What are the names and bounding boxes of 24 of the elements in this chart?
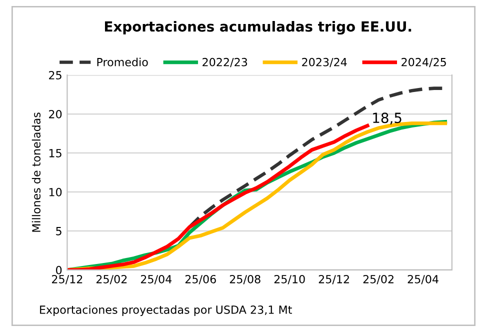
y-tick-label: 25 <box>49 71 62 80</box>
x-tick-label: 25/10 <box>274 274 305 284</box>
annotation: 18,5 <box>373 112 402 125</box>
legend-label: Promedio <box>97 58 148 66</box>
line-series <box>67 124 370 270</box>
legend-label: 2023/24 <box>302 58 347 68</box>
y-tick-label: 15 <box>49 149 62 158</box>
y-axis-title: Millones de toneladas <box>32 112 40 232</box>
x-tick-label: 25/02 <box>96 274 127 284</box>
x-tick-label: 25/04 <box>140 274 172 284</box>
x-tick-label: 25/04 <box>408 274 438 284</box>
y-tick-label: 10 <box>49 188 62 196</box>
text: Exportaciones proyectadas por USDA 23,1 Mt <box>40 305 292 316</box>
y-tick-label: 0 <box>56 266 62 274</box>
x-tick-label: 25/06 <box>185 274 216 284</box>
y-tick-label: 20 <box>49 110 62 118</box>
legend-label: 2024/25 <box>402 58 446 68</box>
y-tick-label: 5 <box>56 227 62 236</box>
x-tick-label: 25/02 <box>363 274 394 284</box>
chart-title: Exportaciones acumuladas trigo EE.UU. <box>104 20 412 35</box>
x-tick-label: 25/12 <box>52 274 82 284</box>
x-tick-label: 25/12 <box>318 274 349 284</box>
x-tick-label: 25/08 <box>230 274 260 284</box>
legend-label: 2022/23 <box>202 58 248 68</box>
